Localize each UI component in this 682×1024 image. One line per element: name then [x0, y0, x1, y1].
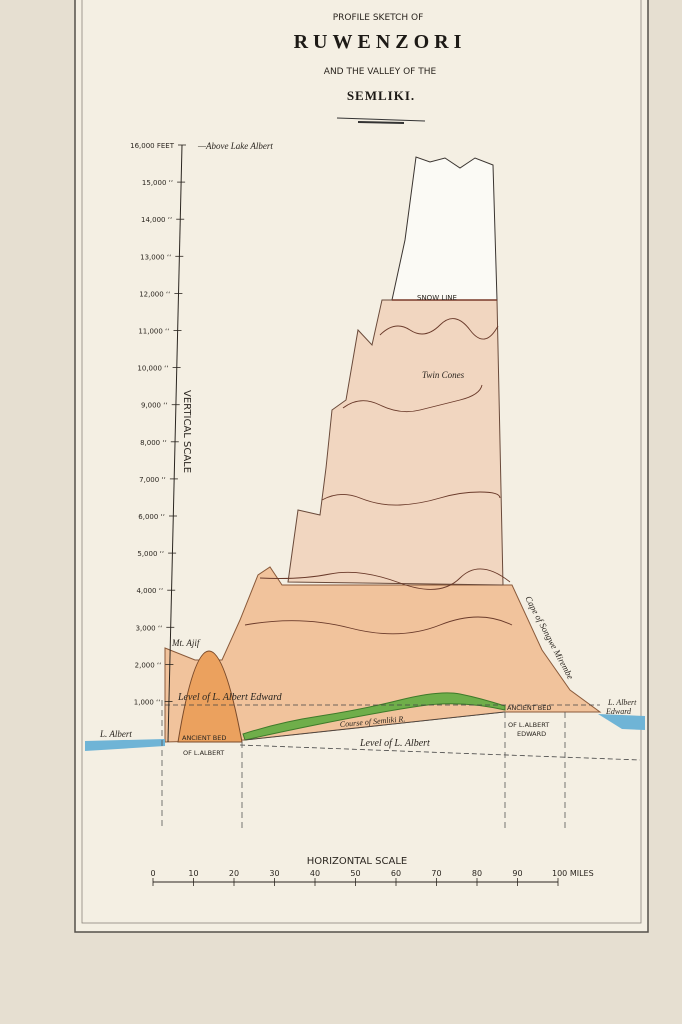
upper-slopes: [287, 299, 504, 586]
header-title: RUWENZORI: [294, 31, 467, 53]
label: OF L.ALBERT: [508, 721, 549, 729]
tick-label: 5,000 ‘‘: [137, 550, 164, 558]
tick-label: 12,000 ‘‘: [139, 290, 170, 298]
tick-label: 10: [188, 869, 198, 878]
tick-label: 40: [310, 869, 320, 878]
river-course: [244, 711, 506, 741]
tick-label: 6,000 ‘‘: [138, 513, 165, 521]
header-subtitle: SEMLIKI.: [347, 88, 415, 103]
label: Twin Cones: [422, 370, 465, 380]
vertical-ticks: 16,000 FEET 15,000 ‘‘ 14,000 ‘‘ 13,000 ‘‘ 12…: [130, 142, 186, 707]
page-inner-border: [81, 0, 642, 924]
label: ANCIENT BED: [182, 734, 226, 742]
tick-label: 60: [391, 869, 401, 878]
label: ANCIENT BED: [507, 704, 551, 712]
tick-label: 30: [269, 869, 279, 878]
label: Level of L. Albert Edward: [177, 692, 283, 703]
label: Mt. Ajif: [171, 638, 201, 648]
tick-label: 7,000 ‘‘: [139, 476, 166, 484]
label: Level of L. Albert: [359, 738, 430, 749]
tick-label: 14,000 ‘‘: [141, 216, 172, 224]
tick-label: 13,000 ‘‘: [140, 253, 171, 261]
tick-label: 8,000 ‘‘: [140, 439, 167, 447]
axis-note: —Above Lake Albert: [197, 141, 273, 151]
label: L. Albert: [607, 698, 637, 707]
tick-label: 50: [350, 869, 360, 878]
tick-label: 90: [512, 869, 522, 878]
tick-label: 11,000 ‘‘: [138, 328, 169, 336]
tick-label: 10,000 ‘‘: [137, 365, 168, 373]
section-lines: [161, 700, 566, 830]
label: L. Albert: [99, 729, 132, 739]
contour-lines: [244, 318, 513, 635]
tick-label: 9,000 ‘‘: [141, 402, 168, 410]
axis-label: HORIZONTAL SCALE: [307, 856, 407, 867]
tick-label: 1,000 ‘‘: [134, 699, 161, 707]
tick-label: 2,000 ‘‘: [135, 661, 162, 669]
vertical-axis: [167, 144, 183, 743]
label: EDWARD: [517, 730, 546, 738]
axis-label: VERTICAL SCALE: [181, 390, 192, 473]
level-line: [239, 744, 641, 761]
snow-cap: [391, 156, 498, 301]
tick-label: 15,000 ‘‘: [142, 179, 173, 187]
header-line: PROFILE SKETCH OF: [333, 13, 424, 23]
tick-label: 20: [229, 869, 239, 878]
tick-label: 0: [150, 869, 155, 878]
label: SNOW LINE: [417, 294, 457, 302]
label: Edward: [605, 707, 632, 716]
tick-label: 100 MILES: [552, 869, 594, 878]
tick-label: 16,000 FEET: [130, 142, 175, 150]
forest-strip: [242, 692, 506, 741]
rule: [336, 117, 426, 122]
tick-label: 80: [472, 869, 482, 878]
tick-label: 3,000 ‘‘: [136, 624, 163, 632]
tick-label: 4,000 ‘‘: [136, 587, 163, 595]
tick-label: 70: [431, 869, 441, 878]
horizontal-ticks: 0 10 20 30 40 50 60 70 80 90 100 MILES: [150, 869, 594, 886]
lake-albert: [85, 739, 165, 751]
header-line: AND THE VALLEY OF THE: [324, 67, 437, 77]
label: OF L.ALBERT: [183, 749, 224, 757]
rule: [357, 121, 405, 124]
lake-albert-edward: [598, 714, 645, 730]
mt-ajif: [177, 650, 243, 743]
